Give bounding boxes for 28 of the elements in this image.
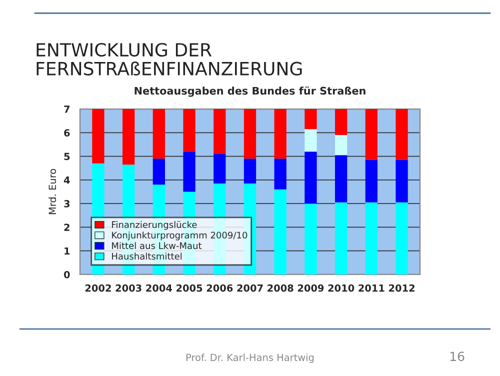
- legend-label: Finanzierungslücke: [112, 221, 197, 230]
- x-tick-label: 2009: [298, 284, 324, 292]
- text: 16: [450, 352, 464, 362]
- y-tick-label: 4: [64, 176, 70, 184]
- x-tick-label: 2005: [176, 284, 202, 292]
- x-tick-label: 2002: [85, 284, 111, 292]
- y-tick-label: 6: [64, 129, 70, 137]
- y-tick-label: 3: [64, 200, 70, 208]
- x-tick-label: 2006: [206, 284, 233, 292]
- text: Prof. Dr. Karl-Hans Hartwig: [186, 354, 314, 363]
- chart-title: ENTWICKLUNG DER FERNSTRAßENFINANZIERUNG: [36, 42, 302, 76]
- y-tick-label: 0: [64, 270, 70, 278]
- y-tick-label: 2: [64, 224, 70, 231]
- y-tick-label: 5: [64, 152, 70, 160]
- x-tick-label: 2007: [237, 284, 263, 292]
- y-tick-label: 7: [64, 106, 70, 113]
- x-tick-label: 2008: [268, 284, 294, 292]
- legend-label: Mittel aus Lkw-Maut: [112, 242, 202, 250]
- x-tick-label: 2003: [116, 284, 142, 292]
- y-tick-label: 1: [64, 247, 70, 255]
- y-axis-title: Mrd. Euro: [48, 168, 56, 214]
- x-tick-label: 2010: [328, 284, 354, 292]
- x-tick-label: 2011: [358, 284, 384, 292]
- x-tick-label: 2012: [389, 284, 414, 292]
- chart-subtitle: Nettoausgaben des Bundes für Straßen: [134, 86, 366, 97]
- x-tick-label: 2004: [146, 284, 172, 292]
- legend-label: Konjunkturprogramm 2009/10: [112, 232, 248, 240]
- legend-label: Haushaltsmittel: [112, 252, 182, 260]
